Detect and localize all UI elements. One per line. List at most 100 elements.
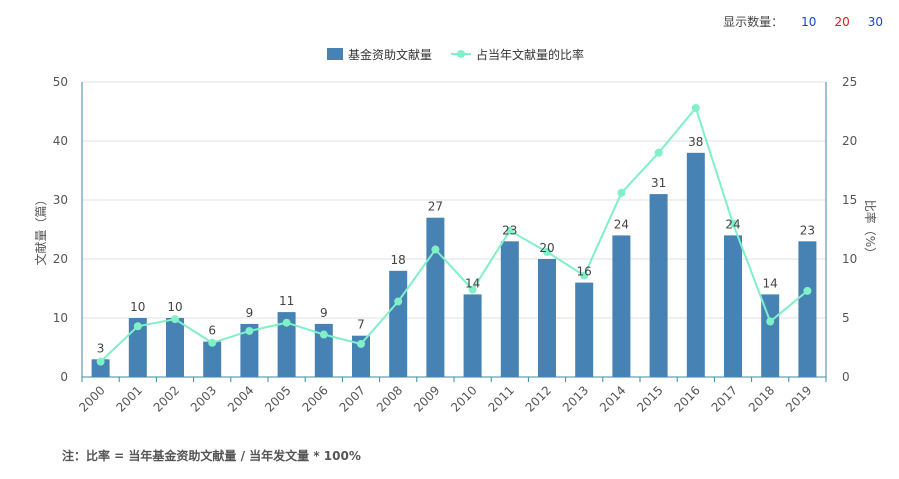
x-tick-label: 2005 [262,383,293,414]
bar-value-label: 11 [279,294,294,308]
legend: 基金资助文献量 占当年文献量的比率 [327,47,584,62]
ratio-point [394,297,403,306]
bar [463,294,482,377]
display-count-label: 显示数量： [723,15,784,29]
x-tick-label: 2001 [113,383,144,414]
bar-value-label: 20 [539,241,554,255]
x-tick-label: 2007 [337,383,368,414]
y-right-tick-label: 15 [842,193,857,207]
gridlines [82,81,826,319]
y-tick-label: 30 [53,193,68,207]
ratio-point [96,357,105,366]
bar [128,318,147,377]
bar-value-label: 38 [688,135,703,149]
bar [389,270,408,377]
ratio-point [691,103,700,112]
x-tick-label: 2004 [225,383,256,414]
bar-value-label: 23 [800,223,815,237]
legend-bar-label: 基金资助文献量 [348,47,432,62]
y-right-tick-label: 25 [842,75,857,89]
x-tick-label: 2019 [783,383,814,414]
bar-value-label: 23 [502,223,517,237]
x-tick-label: 2002 [151,383,182,414]
ratio-point [133,322,142,331]
ratio-point [431,245,440,254]
bar-value-label: 16 [577,265,592,279]
x-tick-label: 2017 [709,383,740,414]
legend-line-label: 占当年文献量的比率 [476,47,584,62]
bar-value-label: 9 [320,306,328,320]
bar [91,359,110,377]
bar [649,194,668,377]
ratio-point [282,318,291,327]
bar [500,241,519,377]
ratio-point [245,326,254,335]
bar-value-label: 24 [725,217,740,231]
x-tick-label: 2013 [560,383,591,414]
ratio-point [580,271,589,280]
ratio-point [319,330,328,339]
x-tick-label: 2010 [448,383,479,414]
bar [166,318,184,377]
bar [612,235,631,377]
ratio-point [803,286,812,295]
ratio-point [357,339,365,348]
bar-value-label: 24 [614,217,629,231]
y-tick-label: 0 [60,370,68,384]
display-count-option-30[interactable]: 30 [867,14,883,29]
x-tick-label: 2011 [485,383,516,414]
display-count-option-20[interactable]: 20 [834,14,850,29]
x-tick-label: 2014 [597,383,628,414]
display-count-control: 显示数量： 10 20 30 [723,13,883,30]
bar [575,282,594,377]
x-tick-label: 2012 [523,383,554,414]
ratio-point [171,315,179,324]
bar-value-label: 18 [391,253,406,267]
y-tick-label: 20 [53,252,68,266]
bar [761,294,780,377]
bar [686,152,705,377]
bar-value-label: 14 [465,276,480,290]
bar-value-label: 9 [246,306,254,320]
ratio-point [543,247,551,256]
bar-value-label: 3 [97,341,105,355]
y-right-tick-label: 5 [842,311,850,325]
bar-value-label: 6 [208,324,216,338]
data-labels: 3 10 10 6 9 11 9 7 18 27 14 23 20 16 24 31 38 24 14 23 [97,135,815,355]
x-tick-label: 2008 [374,383,405,414]
ratio-point [208,338,217,347]
bar [352,335,370,377]
bar [314,323,333,377]
legend-bar-swatch [327,48,343,60]
ratio-point [766,317,775,326]
bar-value-label: 7 [357,318,365,332]
x-tick-label: 2016 [671,383,702,414]
ratio-point [617,188,626,197]
x-tick-label: 2018 [746,383,777,414]
y-axis-title: 文献量（篇） [33,193,48,265]
display-count-option-10[interactable]: 10 [801,14,817,29]
bar-value-label: 14 [763,276,778,290]
x-tick-label: 2009 [411,383,442,414]
bar [426,217,445,377]
y-right-tick-label: 0 [842,370,850,384]
bar [724,235,742,377]
line-series [96,103,812,366]
y-right-tick-label: 10 [842,252,857,266]
bar-series [91,152,817,377]
legend-line-marker [457,50,465,58]
y-tick-label: 40 [53,134,68,148]
x-tick-label: 2000 [76,383,107,414]
x-tick-label: 2006 [299,383,330,414]
ratio-point [654,148,663,157]
y-tick-label: 50 [53,75,68,89]
ratio-point [468,285,477,294]
bar-value-label: 10 [130,300,145,314]
ratio-point [729,219,737,228]
bar [277,312,296,377]
bar-value-label: 27 [428,200,443,214]
y-tick-label: 10 [53,311,68,325]
y-right-axis-title: 比率（%） [863,200,878,259]
